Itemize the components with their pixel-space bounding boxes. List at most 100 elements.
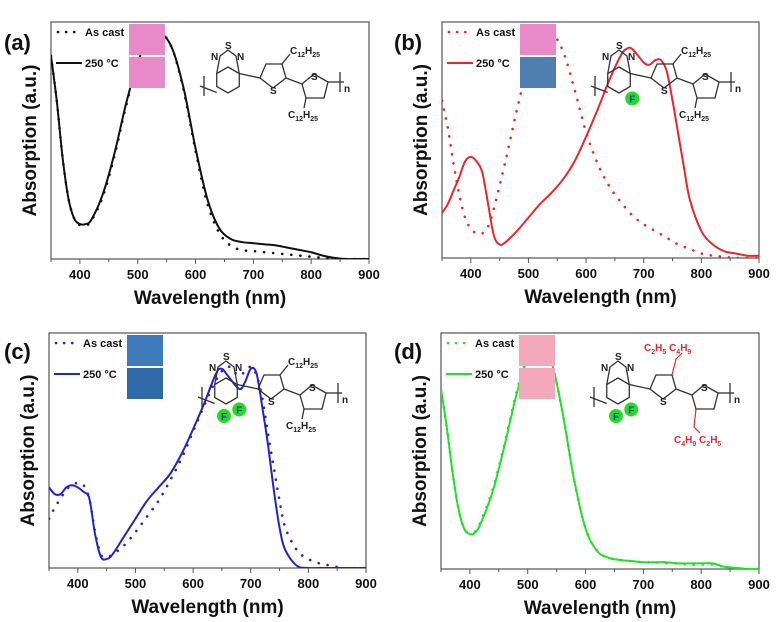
nitrogen-atom: N — [211, 52, 218, 63]
film-photo-swatch — [520, 57, 556, 88]
sulfur-atom: S — [225, 41, 232, 52]
bond — [285, 77, 303, 85]
x-tick-label: 500 — [125, 576, 147, 591]
side-chain-bottom: C12H25 — [679, 110, 709, 123]
y-axis-title: Absorption (a.u.) — [411, 64, 432, 216]
nitrogen-atom: N — [235, 363, 242, 374]
sulfur-atom: S — [223, 352, 230, 363]
legend-label: 250 °C — [476, 58, 510, 70]
bond — [589, 396, 607, 405]
x-tick-label: 900 — [748, 577, 770, 592]
benzene-ring — [216, 66, 240, 94]
benzene-ring — [214, 377, 238, 405]
x-tick-label: 900 — [358, 267, 380, 282]
bond — [237, 383, 259, 390]
x-tick-label: 500 — [127, 267, 149, 282]
panel-label: (b) — [394, 30, 422, 55]
bond — [279, 364, 289, 376]
legend-label: 250 °C — [83, 369, 117, 381]
x-tick-label: 400 — [460, 266, 482, 281]
x-axis-title: Wavelength (nm) — [524, 598, 676, 619]
bond — [694, 97, 698, 109]
side-chain-bottom: C4H9 C2H5 — [674, 435, 721, 448]
thiophene-ring — [301, 73, 329, 99]
legend-label: As cast — [475, 338, 514, 350]
fluorine-atom: F — [613, 412, 619, 423]
x-tick-label: 800 — [690, 577, 712, 592]
nitrogen-atom: N — [602, 52, 609, 63]
y-axis-title: Absorption (a.u.) — [410, 375, 431, 527]
x-tick-label: 900 — [355, 576, 377, 591]
panel-label: (c) — [4, 339, 31, 364]
bond — [590, 85, 608, 94]
film-photo-swatch — [519, 368, 555, 399]
bond — [301, 408, 305, 420]
thiophene-ring — [649, 374, 677, 400]
bond — [281, 53, 291, 65]
film-photo-swatch — [129, 57, 165, 88]
fluorine-highlight — [609, 409, 623, 423]
nitrogen-atom: N — [627, 363, 634, 374]
series-line-250c — [441, 343, 759, 569]
x-tick-label: 400 — [67, 576, 89, 591]
nitrogen-atom: N — [601, 363, 608, 374]
fluorine-atom: F — [628, 406, 634, 417]
sulfur-atom: S — [661, 86, 668, 97]
plot-frame — [48, 332, 367, 569]
x-tick-label: 800 — [300, 267, 322, 282]
film-photo-swatch — [520, 24, 556, 55]
thiadiazole-ring — [216, 49, 240, 74]
x-axis-title: Wavelength (nm) — [134, 288, 286, 309]
legend-label: As cast — [83, 338, 122, 350]
fluorine-atom: F — [236, 406, 242, 417]
chart-panel-a: (a) Absorption (a.u.) 400 500 600 700 800 900 Wa… — [4, 21, 380, 309]
side-chain-bottom: C12H25 — [288, 110, 318, 123]
chart-panel-c: (c) Absorption (a.u.) 400 500 600 700 800 900 Wa… — [4, 332, 377, 618]
thiophene-ring — [650, 63, 678, 89]
thiophene-ring — [691, 384, 719, 410]
repeat-subscript: n — [735, 84, 741, 95]
film-photo-swatch — [127, 368, 163, 399]
chart-panel-d: (d) Absorption (a.u.) 400 500 600 700 800 900 Wa… — [394, 332, 770, 619]
benzene-ring — [606, 377, 630, 405]
x-tick-label: 800 — [691, 266, 713, 281]
panel-label: (a) — [4, 30, 31, 55]
series-line-250c — [51, 31, 369, 259]
side-chain-top: C12H25 — [290, 46, 320, 59]
plot-frame — [50, 21, 370, 260]
thiophene-ring — [257, 374, 285, 400]
x-tick-label: 700 — [633, 266, 655, 281]
film-photo-swatch — [129, 24, 165, 55]
y-axis-title: Absorption (a.u.) — [18, 375, 39, 527]
bond — [283, 388, 301, 396]
legend-label: 250 °C — [85, 58, 119, 70]
thiadiazole-ring — [606, 360, 630, 385]
legend-label: 250 °C — [475, 369, 509, 381]
sulfur-atom: S — [615, 352, 622, 363]
sulfur-atom: S — [311, 72, 318, 83]
nitrogen-atom: N — [237, 52, 244, 63]
fluorine-highlight — [624, 402, 639, 417]
sulfur-atom: S — [270, 86, 277, 97]
plot-frame — [441, 21, 760, 259]
chart-panel-b: (b) Absorption (a.u.) 400 500 600 700 800 900 Wa… — [394, 21, 770, 308]
repeat-subscript: n — [342, 395, 348, 406]
y-axis-title: Absorption (a.u.) — [20, 65, 41, 217]
series-line-250c — [49, 366, 366, 568]
nitrogen-atom: N — [209, 363, 216, 374]
bond — [629, 383, 651, 390]
sulfur-atom: S — [309, 383, 316, 394]
side-chain-top: C12H25 — [288, 357, 318, 370]
bond — [303, 97, 307, 109]
sulfur-atom: S — [616, 41, 623, 52]
fluorine-atom: F — [629, 95, 635, 106]
x-tick-label: 700 — [633, 577, 655, 592]
bond — [672, 53, 682, 65]
x-tick-label: 800 — [298, 576, 320, 591]
plot-frame — [440, 332, 760, 570]
series-line-as-cast — [51, 31, 369, 259]
x-tick-label: 600 — [182, 576, 204, 591]
x-tick-label: 600 — [575, 577, 597, 592]
film-photo-swatch — [519, 335, 555, 366]
